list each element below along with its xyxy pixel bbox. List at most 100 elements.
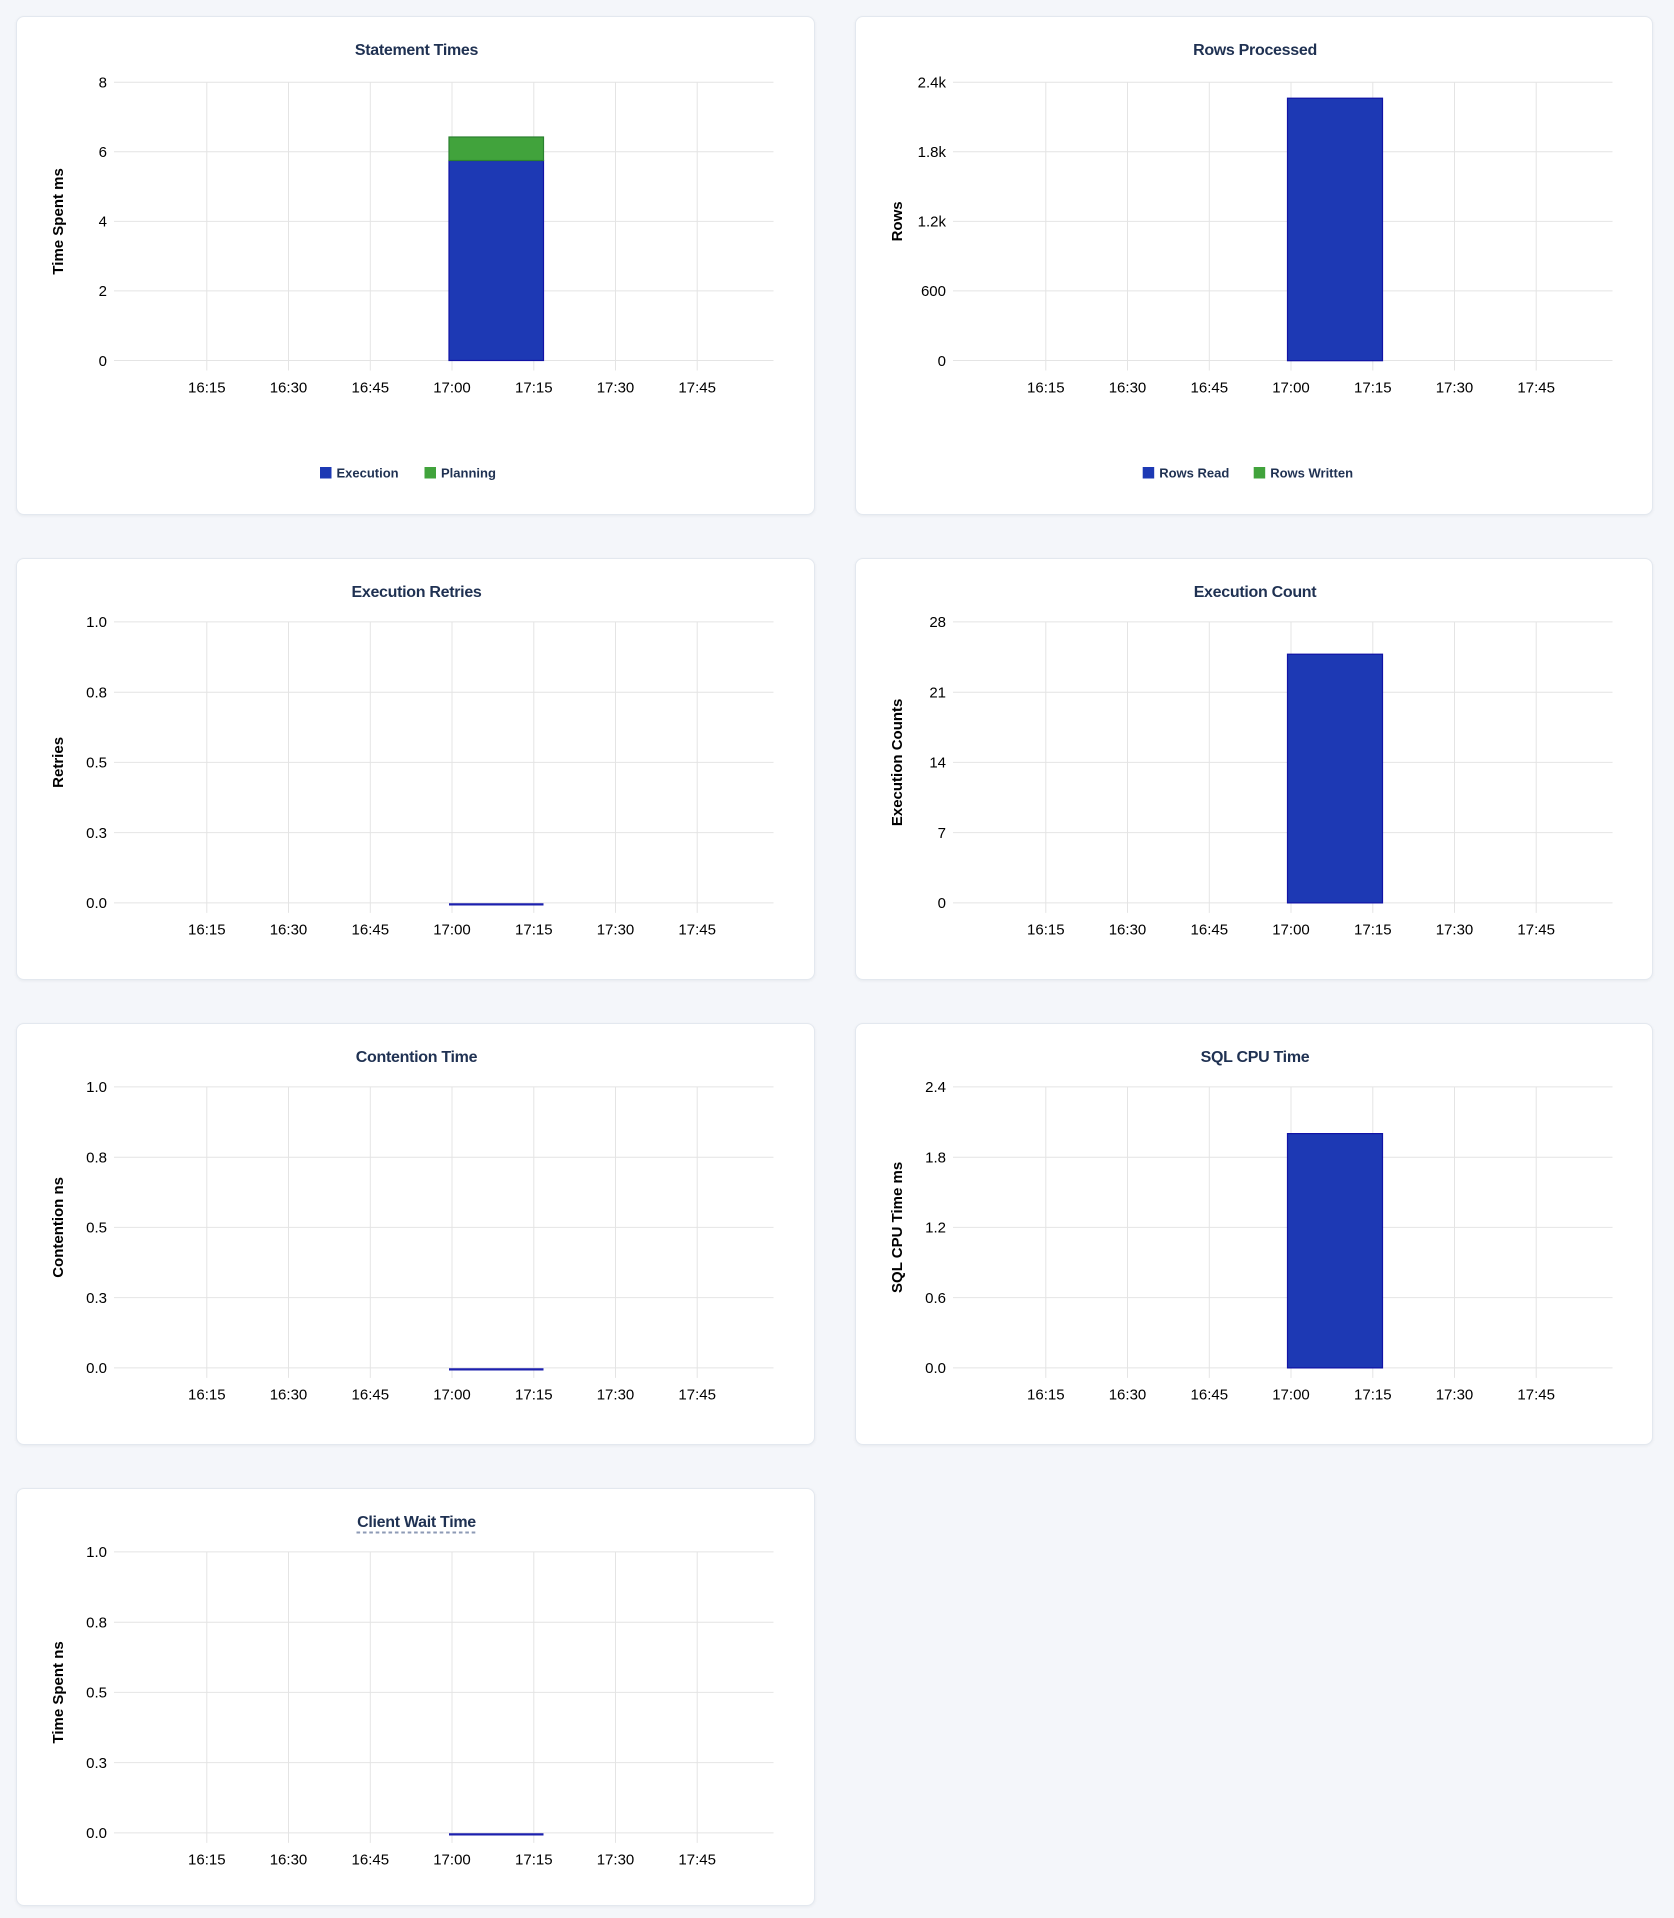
svg-text:0: 0: [938, 353, 946, 370]
svg-text:17:00: 17:00: [433, 1386, 471, 1403]
svg-text:6: 6: [99, 144, 107, 161]
svg-text:0.8: 0.8: [86, 685, 107, 702]
svg-text:17:00: 17:00: [1272, 921, 1310, 938]
svg-text:Retries: Retries: [50, 737, 67, 788]
svg-text:16:15: 16:15: [1027, 379, 1065, 396]
svg-text:Rows Read: Rows Read: [1159, 465, 1229, 480]
svg-text:0.3: 0.3: [86, 1290, 107, 1307]
svg-text:Time Spent ms: Time Spent ms: [50, 168, 67, 274]
svg-text:0.6: 0.6: [925, 1290, 946, 1307]
svg-text:16:45: 16:45: [1191, 1386, 1229, 1403]
svg-text:17:15: 17:15: [1354, 1386, 1392, 1403]
svg-text:0.8: 0.8: [86, 1150, 107, 1167]
svg-text:16:15: 16:15: [188, 921, 226, 938]
svg-text:0.3: 0.3: [86, 825, 107, 842]
svg-text:0.3: 0.3: [86, 1754, 107, 1771]
svg-text:0.0: 0.0: [86, 1360, 107, 1377]
svg-text:16:30: 16:30: [270, 921, 308, 938]
svg-text:SQL CPU Time: SQL CPU Time: [1201, 1049, 1310, 1066]
svg-text:1.8: 1.8: [925, 1150, 946, 1167]
svg-text:Rows: Rows: [889, 201, 906, 241]
svg-text:16:30: 16:30: [270, 1386, 308, 1403]
svg-text:600: 600: [921, 283, 946, 300]
svg-text:17:45: 17:45: [1517, 379, 1555, 396]
svg-text:17:30: 17:30: [597, 1386, 635, 1403]
svg-text:17:45: 17:45: [678, 1386, 716, 1403]
svg-text:17:15: 17:15: [515, 379, 553, 396]
svg-text:17:30: 17:30: [1436, 921, 1474, 938]
svg-text:16:30: 16:30: [1109, 1386, 1147, 1403]
svg-text:16:45: 16:45: [1191, 921, 1229, 938]
svg-text:16:15: 16:15: [188, 379, 226, 396]
svg-text:21: 21: [929, 685, 946, 702]
svg-text:17:15: 17:15: [1354, 921, 1392, 938]
svg-text:Rows Written: Rows Written: [1270, 465, 1353, 480]
svg-text:1.8k: 1.8k: [918, 144, 947, 161]
svg-text:8: 8: [99, 75, 107, 92]
svg-text:16:30: 16:30: [270, 1851, 308, 1868]
svg-text:17:15: 17:15: [515, 921, 553, 938]
svg-text:17:00: 17:00: [433, 379, 471, 396]
svg-text:0.0: 0.0: [86, 1825, 107, 1842]
svg-text:16:45: 16:45: [352, 1386, 390, 1403]
svg-text:17:00: 17:00: [1272, 1386, 1310, 1403]
svg-text:Execution Count: Execution Count: [1194, 584, 1318, 601]
svg-text:16:30: 16:30: [1109, 921, 1147, 938]
svg-text:1.2k: 1.2k: [918, 214, 947, 231]
svg-text:7: 7: [938, 825, 946, 842]
svg-text:16:15: 16:15: [188, 1851, 226, 1868]
svg-text:Client Wait Time: Client Wait Time: [357, 1514, 476, 1531]
svg-text:SQL CPU Time ms: SQL CPU Time ms: [889, 1162, 906, 1293]
svg-text:16:15: 16:15: [1027, 921, 1065, 938]
svg-text:17:00: 17:00: [433, 1851, 471, 1868]
svg-text:Planning: Planning: [441, 465, 496, 480]
svg-text:4: 4: [99, 214, 107, 231]
svg-text:Contention Time: Contention Time: [356, 1049, 478, 1066]
svg-text:0.0: 0.0: [86, 895, 107, 912]
svg-text:16:45: 16:45: [1191, 379, 1229, 396]
svg-text:0.5: 0.5: [86, 1220, 107, 1237]
svg-text:17:30: 17:30: [597, 921, 635, 938]
svg-text:14: 14: [929, 755, 946, 772]
svg-text:1.0: 1.0: [86, 1079, 107, 1096]
svg-text:16:15: 16:15: [1027, 1386, 1065, 1403]
svg-text:17:15: 17:15: [515, 1851, 553, 1868]
svg-text:16:15: 16:15: [188, 1386, 226, 1403]
svg-text:0: 0: [938, 895, 946, 912]
svg-text:Rows Processed: Rows Processed: [1193, 42, 1317, 59]
svg-text:1.0: 1.0: [86, 614, 107, 631]
svg-text:17:30: 17:30: [597, 379, 635, 396]
svg-text:17:30: 17:30: [597, 1851, 635, 1868]
svg-text:17:45: 17:45: [678, 921, 716, 938]
svg-text:0: 0: [99, 353, 107, 370]
svg-text:Execution: Execution: [337, 465, 399, 480]
svg-text:Contention ns: Contention ns: [50, 1177, 67, 1278]
svg-text:16:45: 16:45: [352, 1851, 390, 1868]
svg-text:2.4: 2.4: [925, 1079, 946, 1096]
svg-text:17:15: 17:15: [515, 1386, 553, 1403]
svg-text:0.5: 0.5: [86, 755, 107, 772]
svg-text:Time Spent ns: Time Spent ns: [50, 1641, 67, 1743]
svg-text:16:30: 16:30: [270, 379, 308, 396]
svg-text:0.8: 0.8: [86, 1614, 107, 1631]
svg-text:2.4k: 2.4k: [918, 75, 947, 92]
svg-text:16:45: 16:45: [352, 379, 390, 396]
svg-text:17:45: 17:45: [678, 1851, 716, 1868]
svg-text:28: 28: [929, 614, 946, 631]
svg-text:Execution Retries: Execution Retries: [351, 584, 481, 601]
svg-text:0.5: 0.5: [86, 1684, 107, 1701]
svg-text:1.0: 1.0: [86, 1544, 107, 1561]
svg-text:16:45: 16:45: [352, 921, 390, 938]
svg-text:17:30: 17:30: [1436, 379, 1474, 396]
svg-text:2: 2: [99, 283, 107, 300]
svg-text:1.2: 1.2: [925, 1220, 946, 1237]
svg-text:0.0: 0.0: [925, 1360, 946, 1377]
svg-text:17:45: 17:45: [1517, 1386, 1555, 1403]
svg-text:17:00: 17:00: [1272, 379, 1310, 396]
svg-text:17:45: 17:45: [1517, 921, 1555, 938]
svg-text:Statement Times: Statement Times: [355, 42, 479, 59]
svg-text:17:00: 17:00: [433, 921, 471, 938]
svg-text:17:15: 17:15: [1354, 379, 1392, 396]
svg-text:17:45: 17:45: [678, 379, 716, 396]
svg-text:Execution Counts: Execution Counts: [889, 699, 906, 827]
